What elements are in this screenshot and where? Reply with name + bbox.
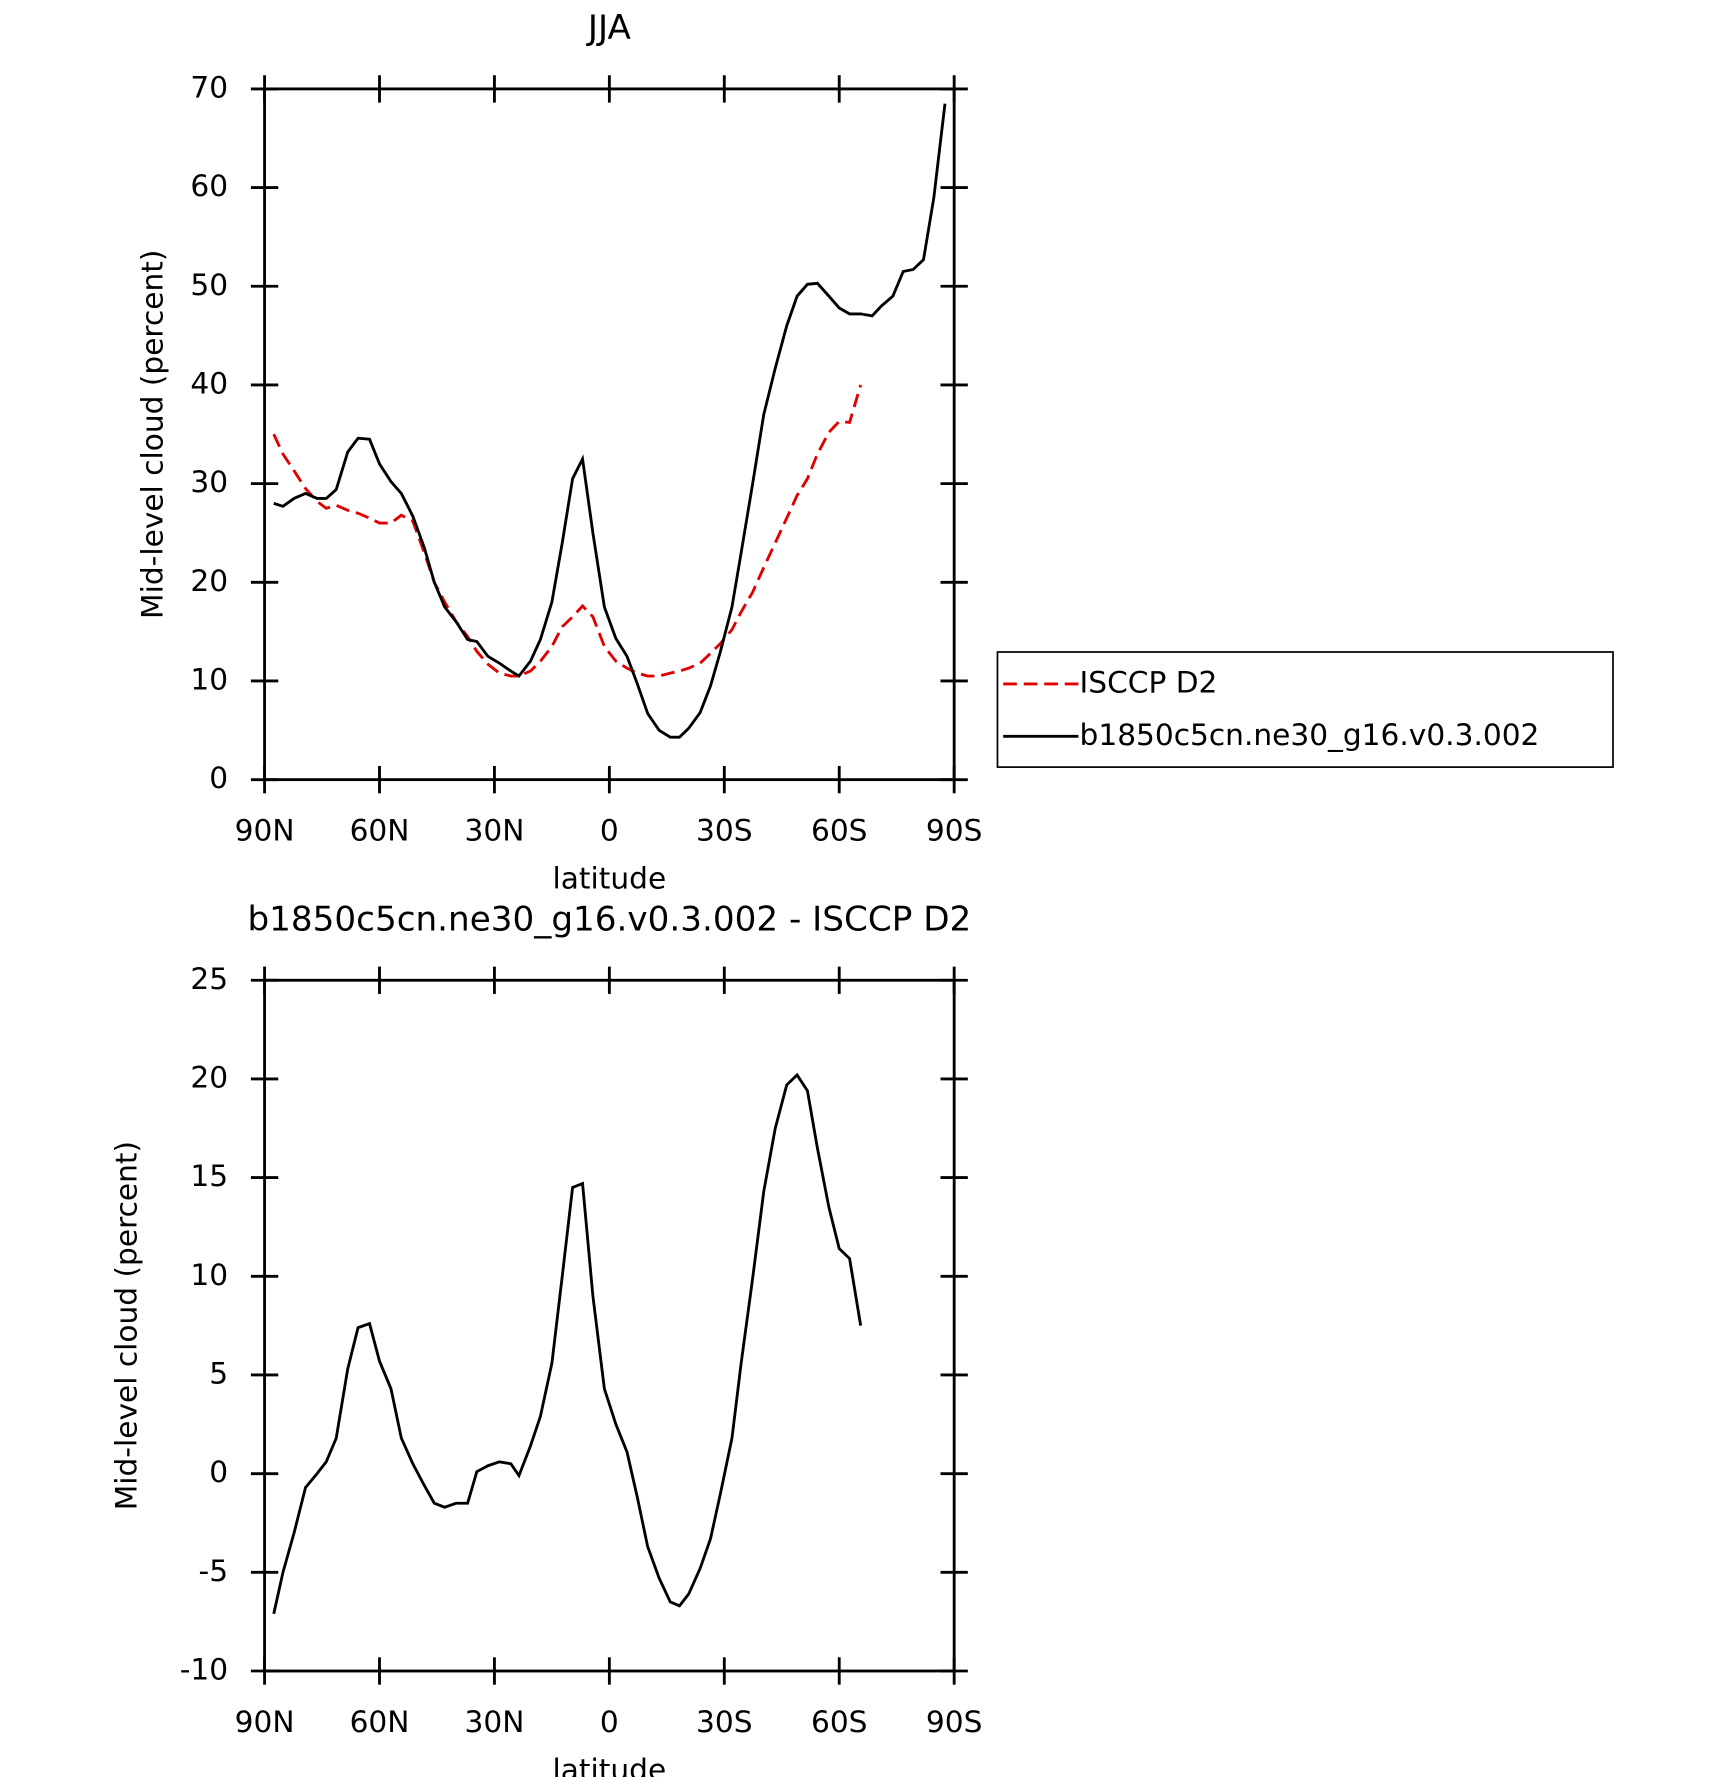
y-tick-label: 50 — [190, 267, 228, 302]
x-tick-label: 0 — [600, 1704, 619, 1739]
y-tick-label: 20 — [190, 1059, 228, 1094]
x-tick-label: 30N — [465, 813, 525, 848]
y-tick-label: 10 — [190, 661, 228, 696]
x-tick-label: 90S — [926, 1704, 983, 1739]
y-tick-label: -10 — [180, 1651, 228, 1686]
y-tick-label: 30 — [190, 464, 228, 499]
data-line — [272, 1072, 863, 1615]
x-tick-label: 90N — [235, 813, 295, 848]
x-tick-label: 30S — [696, 813, 753, 848]
y-tick-label: 0 — [209, 760, 228, 795]
x-tick-label: 60S — [811, 1704, 868, 1739]
x-tick-label: 30S — [696, 1704, 753, 1739]
x-tick-label: 30N — [465, 1704, 525, 1739]
x-tick-label: 60N — [350, 813, 410, 848]
y-tick-label: 20 — [190, 563, 228, 598]
x-tick-label: 60S — [811, 813, 868, 848]
y-tick-label: 25 — [190, 961, 228, 996]
y-axis-label: Mid-level cloud (percent) — [135, 250, 170, 619]
x-axis-label: latitude — [553, 860, 667, 895]
data-line — [273, 103, 947, 739]
y-tick-label: 0 — [209, 1454, 228, 1489]
chart-title: b1850c5cn.ne30_g16.v0.3.002 - ISCCP D2 — [247, 899, 971, 939]
y-tick-label: 15 — [190, 1158, 228, 1193]
y-tick-label: 60 — [190, 168, 228, 203]
y-tick-label: 40 — [190, 365, 228, 400]
y-tick-label: 5 — [209, 1355, 228, 1390]
x-tick-label: 90S — [926, 813, 983, 848]
chart-title: JJA — [586, 8, 632, 48]
legend-box — [996, 651, 1614, 768]
legend-label: ISCCP D2 — [1080, 664, 1218, 699]
x-tick-label: 60N — [350, 1704, 410, 1739]
y-tick-label: 70 — [190, 69, 228, 104]
y-tick-label: 10 — [190, 1257, 228, 1292]
x-tick-label: 90N — [235, 1704, 295, 1739]
plot-frame — [263, 87, 956, 782]
y-axis-label: Mid-level cloud (percent) — [108, 1141, 143, 1510]
x-axis-label: latitude — [553, 1752, 667, 1777]
data-line — [272, 384, 863, 678]
y-tick-label: -5 — [199, 1553, 229, 1588]
legend-label: b1850c5cn.ne30_g16.v0.3.002 — [1080, 717, 1540, 752]
x-tick-label: 0 — [600, 813, 619, 848]
